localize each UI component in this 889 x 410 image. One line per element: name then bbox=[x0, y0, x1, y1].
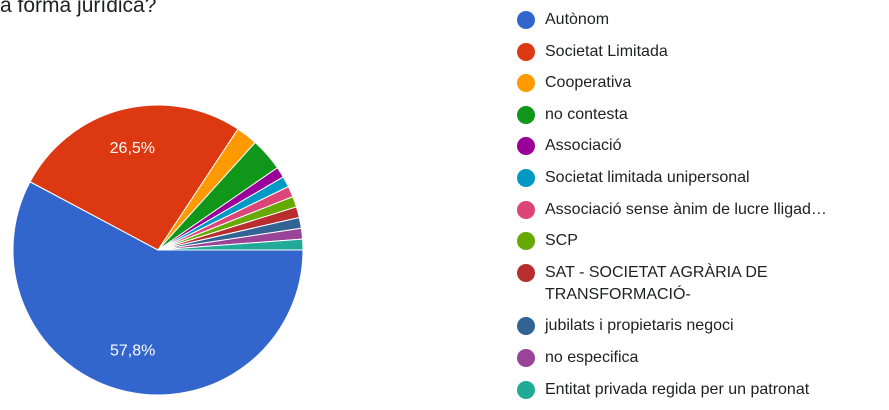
legend-label: Entitat privada regida per un patronat bbox=[545, 380, 810, 398]
legend-item: Associació sense ànim de lucre lligad… bbox=[517, 199, 877, 221]
legend-swatch bbox=[517, 74, 535, 93]
legend-label: no especifica bbox=[545, 348, 639, 366]
legend-swatch bbox=[517, 200, 535, 219]
legend-label: Societat limitada unipersonal bbox=[545, 168, 750, 186]
legend-swatch bbox=[517, 263, 535, 282]
legend-item: Associació bbox=[517, 135, 877, 157]
legend-item: Societat limitada unipersonal bbox=[517, 167, 877, 189]
legend-swatch bbox=[517, 11, 535, 29]
legend-swatch bbox=[517, 317, 535, 336]
legend-swatch bbox=[517, 137, 535, 156]
legend-item: Cooperativa bbox=[517, 72, 877, 94]
pie-chart: 57,8% 26,5% bbox=[12, 104, 304, 396]
legend-swatch bbox=[517, 168, 535, 187]
pie-slice bbox=[12, 181, 304, 396]
legend-swatch bbox=[517, 232, 535, 251]
legend-label: SCP bbox=[545, 232, 578, 250]
legend-label: Associació bbox=[545, 137, 622, 155]
legend-swatch bbox=[517, 380, 535, 399]
slice-label: 57,8% bbox=[110, 342, 155, 359]
legend-item: SCP bbox=[517, 230, 877, 252]
legend-item: Entitat privada regida per un patronat bbox=[517, 379, 877, 401]
legend-item: no contesta bbox=[517, 104, 877, 126]
chart-title: a forma jurídica? bbox=[0, 0, 157, 17]
legend-item: Autònom bbox=[517, 9, 877, 31]
legend-swatch bbox=[517, 348, 535, 367]
legend-label: Societat Limitada bbox=[545, 42, 668, 60]
legend-item: Societat Limitada bbox=[517, 41, 877, 63]
legend-label: Associació sense ànim de lucre lligad… bbox=[545, 200, 827, 218]
legend-swatch bbox=[517, 105, 535, 124]
legend-swatch bbox=[517, 42, 535, 61]
legend-item: no especifica bbox=[517, 347, 877, 369]
legend-item: SAT - SOCIETAT AGRÀRIA DE TRANSFORMACIÓ- bbox=[517, 262, 877, 306]
slice-label: 26,5% bbox=[110, 140, 155, 157]
legend-label: no contesta bbox=[545, 105, 628, 123]
legend-label: Autònom bbox=[545, 11, 610, 28]
legend-label: SAT - SOCIETAT AGRÀRIA DE TRANSFORMACIÓ- bbox=[545, 263, 768, 303]
legend-label: Cooperativa bbox=[545, 74, 632, 92]
legend-item: jubilats i propietaris negoci bbox=[517, 315, 877, 337]
pie-slice bbox=[157, 238, 304, 251]
pie-slice bbox=[29, 104, 239, 251]
legend: Autònom Societat Limitada Cooperativa no co… bbox=[517, 9, 877, 410]
legend-label: jubilats i propietaris negoci bbox=[545, 317, 734, 335]
